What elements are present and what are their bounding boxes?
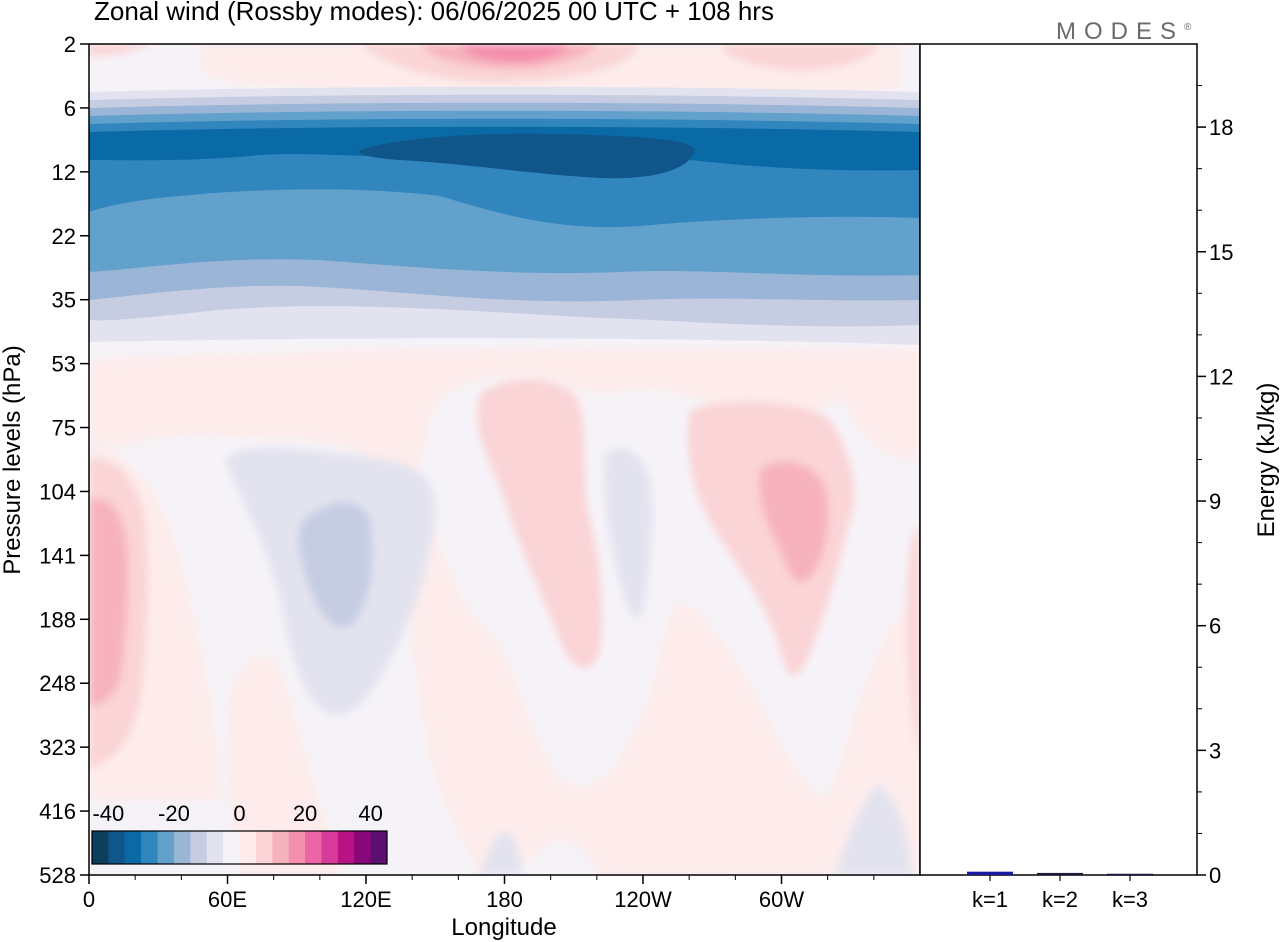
x-tick-label: 0 <box>83 887 95 912</box>
energy-axis-label: Energy (kJ/kg) <box>1253 383 1280 538</box>
x-tick-label: 60W <box>759 887 804 912</box>
upper-westerly-contour <box>720 44 880 71</box>
colorbar-swatch <box>337 831 355 864</box>
colorbar-swatch <box>92 831 109 864</box>
colorbar-swatch <box>272 831 290 864</box>
energy-y-tick-label: 18 <box>1209 115 1233 140</box>
colorbar-swatch <box>124 831 142 864</box>
y-tick-label: 53 <box>52 352 76 377</box>
energy-category-label: k=2 <box>1042 887 1078 912</box>
energy-y-tick-label: 0 <box>1209 863 1221 888</box>
energy-y-tick-label: 3 <box>1209 738 1221 763</box>
y-tick-label: 248 <box>39 671 76 696</box>
easterly-contour <box>835 785 912 875</box>
colorbar-swatch <box>370 831 388 864</box>
registered-mark: ® <box>1184 22 1192 33</box>
energy-y-tick-label: 9 <box>1209 489 1221 514</box>
colorbar-tick-label: 0 <box>233 801 245 826</box>
x-axis-label: Longitude <box>451 914 556 941</box>
easterly-contour <box>298 502 373 628</box>
colorbar-swatch <box>141 831 159 864</box>
colorbar-tick-label: 20 <box>293 801 317 826</box>
energy-y-tick-label: 15 <box>1209 240 1233 265</box>
colorbar-frame <box>91 830 388 865</box>
energy-bar <box>1107 873 1153 876</box>
y-tick-label: 12 <box>52 160 76 185</box>
colorbar-swatch <box>157 831 175 864</box>
colorbar-swatch <box>206 831 224 864</box>
easterly-core <box>359 133 695 179</box>
westerly-contour <box>906 526 920 760</box>
colorbar-tick-label: -20 <box>158 801 190 826</box>
y-tick-label: 35 <box>52 288 76 313</box>
x-tick-label: 120E <box>340 887 391 912</box>
colorbar-tick-label: 40 <box>358 801 382 826</box>
energy-panel-frame <box>919 43 1198 876</box>
colorbar-tick-label: -40 <box>92 801 124 826</box>
heatmap-axes: 0 60E 120E 180 120W 60W 2 6 12 22 35 53 75 104 141 188 2… <box>39 32 875 912</box>
contour-field <box>89 44 920 875</box>
westerly-contour <box>477 379 602 669</box>
energy-y-tick-label: 12 <box>1209 364 1233 389</box>
y-tick-label: 22 <box>52 224 76 249</box>
colorbar-swatch <box>305 831 322 864</box>
logo-text: MODES <box>1056 18 1185 45</box>
westerly-contour <box>688 401 854 676</box>
colorbar-swatch <box>223 831 240 864</box>
colorbar-swatch <box>321 831 339 864</box>
x-tick-label: 60E <box>208 887 247 912</box>
y-tick-label: 2 <box>64 32 76 57</box>
easterly-contour <box>603 447 653 619</box>
colorbar: -40 -20 0 20 40 <box>91 801 388 865</box>
colorbar-swatch <box>239 831 257 864</box>
upper-westerly-contour <box>460 44 570 63</box>
y-tick-label: 528 <box>39 863 76 888</box>
energy-bar <box>967 871 1013 875</box>
westerly-contour <box>89 498 129 706</box>
westerly-contour <box>759 461 829 582</box>
tropospheric-westerly-region <box>89 347 920 480</box>
colorbar-swatch <box>255 831 273 864</box>
tropospheric-westerly-region <box>407 480 920 875</box>
chart-title: Zonal wind (Rossby modes): 06/06/2025 00… <box>94 0 774 26</box>
energy-y-tick-label: 6 <box>1209 614 1221 639</box>
colorbar-swatch <box>190 831 208 864</box>
upper-westerly-contour <box>89 44 150 56</box>
energy-category-label: k=1 <box>972 887 1008 912</box>
y-axis-label: Pressure levels (hPa) <box>0 345 26 574</box>
y-tick-label: 416 <box>39 799 76 824</box>
tropospheric-westerly-region <box>228 654 340 875</box>
colorbar-swatch <box>173 831 191 864</box>
easterly-contour <box>480 832 522 875</box>
x-tick-label: 180 <box>486 887 523 912</box>
colorbar-swatch <box>288 831 306 864</box>
y-tick-label: 75 <box>52 416 76 441</box>
modes-logo: MODES® <box>1056 18 1191 46</box>
y-tick-label: 323 <box>39 735 76 760</box>
y-tick-label: 6 <box>64 96 76 121</box>
y-tick-label: 188 <box>39 607 76 632</box>
energy-category-label: k=3 <box>1112 887 1148 912</box>
x-tick-label: 120W <box>614 887 672 912</box>
colorbar-swatch <box>354 831 372 864</box>
energy-bar <box>1037 872 1083 875</box>
colorbar-swatch <box>108 831 126 864</box>
y-tick-label: 104 <box>39 479 76 504</box>
y-tick-label: 141 <box>39 543 76 568</box>
energy-bar-chart: 0 3 6 9 12 15 18 k=1 k=2 k=3 <box>967 85 1233 912</box>
